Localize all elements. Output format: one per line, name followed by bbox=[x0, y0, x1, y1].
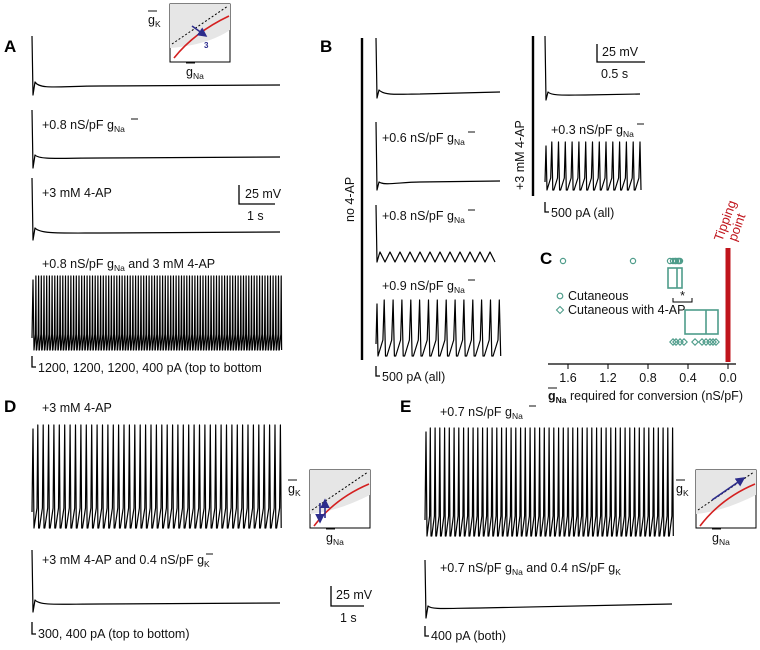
label-b-08: +0.8 nS/pF gNa bbox=[382, 209, 465, 225]
trace-b-08 bbox=[375, 204, 496, 263]
label-b-09: +0.9 nS/pF gNa bbox=[382, 279, 465, 295]
data-point-4ap bbox=[709, 338, 717, 346]
x-tick-label: 1.2 bbox=[599, 371, 616, 385]
legend-label-1: Cutaneous with 4-AP bbox=[568, 303, 685, 317]
label-b-06: +0.6 nS/pF gNa bbox=[382, 131, 465, 147]
panel-label-e: E bbox=[400, 397, 411, 416]
label-a-combined: +0.8 nS/pF gNa and 3 mM 4-AP bbox=[42, 257, 215, 273]
label-e-gna: +0.7 nS/pF gNa bbox=[440, 405, 523, 421]
svg-text:gNa: gNa bbox=[326, 531, 344, 547]
trace-a-spiking bbox=[31, 275, 283, 351]
data-point-4ap bbox=[712, 338, 720, 346]
inset-d: gK gNa bbox=[288, 469, 371, 547]
data-point-4ap bbox=[676, 338, 684, 346]
panel-label-d: D bbox=[4, 397, 16, 416]
stim-bar-b-right bbox=[544, 202, 549, 213]
svg-text:gNa: gNa bbox=[712, 531, 730, 547]
data-point-4ap bbox=[702, 338, 710, 346]
trace-b-control bbox=[375, 37, 501, 99]
trace-b-06 bbox=[375, 121, 501, 191]
label-d-gk: +3 mM 4-AP and 0.4 nS/pF gK bbox=[42, 553, 210, 569]
label-a-gna: +0.8 nS/pF gNa bbox=[42, 118, 125, 134]
b-side-label: no 4-AP bbox=[343, 177, 357, 222]
legend-label-0: Cutaneous bbox=[568, 289, 628, 303]
trace-a-4ap bbox=[31, 177, 281, 241]
label-e-gk: +0.7 nS/pF gNa and 0.4 nS/pF gK bbox=[440, 561, 621, 577]
data-point-4ap bbox=[680, 338, 688, 346]
x-axis-label: gNa required for conversion (nS/pF) bbox=[548, 389, 743, 405]
stim-label-d: 300, 400 pA (top to bottom) bbox=[38, 627, 190, 641]
data-point-cutaneous bbox=[676, 257, 684, 265]
data-point-cutaneous bbox=[559, 257, 567, 265]
svg-text:25 mV: 25 mV bbox=[602, 45, 639, 59]
x-tick-label: 0.4 bbox=[679, 371, 696, 385]
data-point-4ap bbox=[706, 338, 714, 346]
panel-label-b: B bbox=[320, 37, 332, 56]
label-d-4ap: +3 mM 4-AP bbox=[42, 401, 112, 415]
trace-d-gk bbox=[31, 549, 281, 613]
trace-e-gna bbox=[424, 427, 674, 537]
svg-text:25 mV: 25 mV bbox=[245, 187, 282, 201]
trace-b-4ap-gna bbox=[544, 141, 642, 191]
legend-marker-1 bbox=[555, 305, 565, 315]
data-point-4ap bbox=[669, 338, 677, 346]
box-0 bbox=[667, 267, 683, 289]
stim-label-a: 1200, 1200, 1200, 400 pA (top to bottom bbox=[38, 361, 262, 375]
data-point-cutaneous bbox=[672, 257, 680, 265]
x-tick-label: 0.0 bbox=[719, 371, 736, 385]
chart-c: 1.6 1.2 0.8 0.4 0.0TippingpointCutaneousCuta… bbox=[548, 198, 749, 405]
stim-label-e: 400 pA (both) bbox=[431, 629, 506, 643]
x-tick-label: 1.6 bbox=[559, 371, 576, 385]
scale-bar-de: 25 mV 1 s bbox=[330, 586, 373, 625]
stim-bar-d bbox=[31, 622, 36, 635]
stim-bar-b bbox=[375, 366, 380, 377]
inset-a: 3 gK gNa bbox=[148, 3, 231, 81]
trace-e-gk bbox=[424, 559, 673, 619]
box-1 bbox=[684, 309, 719, 335]
svg-text:gK: gK bbox=[288, 482, 301, 498]
x-tick-label: 0.8 bbox=[639, 371, 656, 385]
trace-b-09 bbox=[375, 299, 502, 357]
stim-bar-a bbox=[31, 356, 36, 368]
svg-text:gK: gK bbox=[676, 482, 689, 498]
svg-text:gK: gK bbox=[148, 13, 161, 29]
svg-text:3: 3 bbox=[204, 41, 209, 50]
label-b-r03: +0.3 nS/pF gNa bbox=[551, 123, 634, 139]
svg-text:gNa: gNa bbox=[186, 65, 204, 81]
trace-b-4ap bbox=[544, 35, 641, 101]
data-point-4ap bbox=[698, 338, 706, 346]
significance-bracket bbox=[672, 298, 693, 303]
b-right-side-label: +3 mM 4-AP bbox=[513, 120, 527, 190]
stim-label-b-right: 500 pA (all) bbox=[551, 206, 614, 220]
inset-e: gK gNa bbox=[676, 469, 757, 547]
svg-text:1 s: 1 s bbox=[247, 209, 264, 223]
trace-a-control bbox=[31, 35, 281, 96]
svg-text:25 mV: 25 mV bbox=[336, 588, 373, 602]
panel-label-c: C bbox=[540, 249, 552, 268]
label-a-4ap: +3 mM 4-AP bbox=[42, 186, 112, 200]
svg-text:1 s: 1 s bbox=[340, 611, 357, 625]
trace-a-gna bbox=[31, 109, 281, 169]
stim-bar-e bbox=[424, 626, 429, 637]
panel-label-a: A bbox=[4, 37, 16, 56]
data-point-4ap bbox=[691, 338, 699, 346]
scale-bar-a: 25 mV 1 s bbox=[238, 185, 282, 223]
legend-marker-0 bbox=[556, 292, 564, 300]
trace-d-4ap bbox=[31, 424, 282, 529]
significance-star: * bbox=[680, 289, 685, 303]
scale-bar-b: 25 mV 0.5 s bbox=[596, 44, 645, 81]
stim-label-b: 500 pA (all) bbox=[382, 370, 445, 384]
data-point-cutaneous bbox=[629, 257, 637, 265]
svg-text:0.5 s: 0.5 s bbox=[601, 67, 628, 81]
